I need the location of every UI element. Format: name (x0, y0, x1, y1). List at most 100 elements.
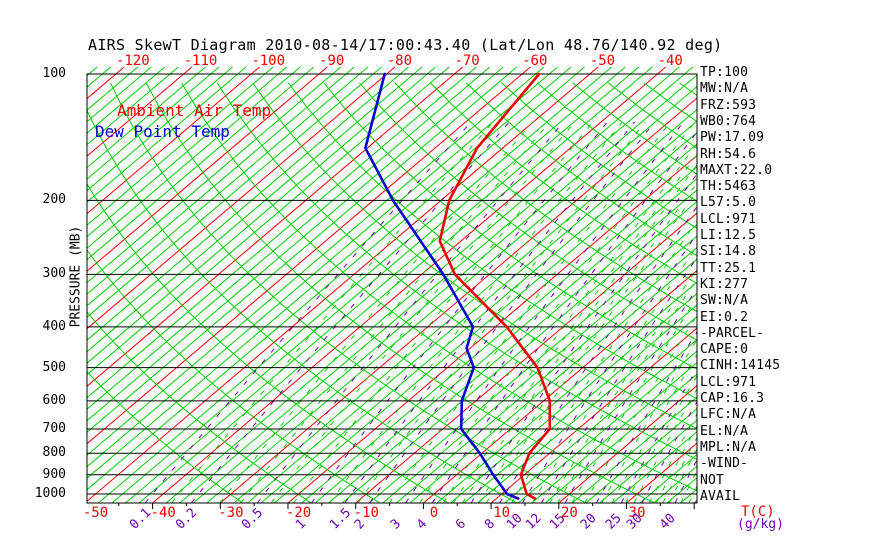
right-panel-item: RH:54.6 (700, 146, 757, 162)
right-panel-item: SW:N/A (700, 293, 749, 309)
isotherm-label-top: -120 (115, 53, 150, 69)
mixing-ratio-line-minor (171, 121, 494, 503)
mixing-ratio-line-major (344, 121, 635, 503)
dry-adiabat (359, 82, 697, 341)
isotherm-minor (87, 67, 369, 307)
mixing-ratio-line-minor (442, 143, 697, 503)
isotherm-minor (206, 85, 697, 503)
isotherm-major (423, 269, 697, 503)
isotherm-major (87, 67, 599, 502)
isotherm-minor (572, 396, 697, 503)
isotherm-label-top: -80 (386, 53, 413, 69)
isotherm-minor (87, 67, 247, 203)
isotherm-minor (87, 67, 436, 364)
isotherm-label-top: -40 (657, 53, 683, 69)
sounding-curves (364, 72, 552, 500)
right-panel-item: LI:12.5 (700, 228, 757, 243)
isotherm-major (87, 67, 193, 157)
mixing-unit-label: (g/kg) (737, 517, 784, 532)
dry-adiabat (181, 82, 697, 492)
mixing-ratio-line-major (521, 233, 697, 503)
isotherm-minor (111, 67, 626, 503)
isotherm-label-bottom: 30 (628, 505, 646, 521)
mixing-ratio-line-major (620, 367, 697, 503)
isotherm-major (219, 97, 697, 503)
isotherm-major (152, 67, 667, 503)
background-line-families (0, 67, 697, 503)
dry-adiabat (87, 370, 243, 503)
isotherm-label-bottom: 0 (429, 505, 439, 521)
mixing-ratio-line-minor (655, 424, 697, 503)
isotherm-minor (341, 200, 697, 503)
dry-adiabat (145, 82, 655, 503)
isotherm-minor (87, 67, 450, 376)
right-panel-item: EL:N/A (700, 423, 749, 439)
mixing-ratio-line-minor (611, 353, 697, 503)
isotherm-minor (599, 419, 697, 503)
isotherm-minor (87, 67, 491, 410)
isotherm-major (87, 67, 396, 330)
right-panel-item: SI:14.8 (700, 244, 757, 260)
isotherm-minor (87, 67, 206, 169)
right-panel-item: NOT (700, 472, 725, 488)
chart-title: AIRS SkewT Diagram 2010-08-14/17:00:43.4… (88, 36, 723, 54)
right-panel-item: TH:5463 (700, 179, 757, 195)
isotherm-minor (87, 67, 423, 353)
right-panel-item: -WIND- (700, 456, 749, 472)
isotherm-label-top: -50 (589, 53, 616, 69)
isotherm-major (87, 67, 531, 445)
isotherm-minor (504, 338, 697, 503)
right-panel-item: PW:17.09 (700, 130, 765, 146)
pressure-tick-label: 100 (42, 66, 66, 81)
mixing-ratio-line-major (540, 256, 697, 503)
mixing-ratio-line-minor (531, 245, 697, 503)
isotherm-minor (0, 67, 29, 503)
isotherm-minor (87, 67, 545, 456)
dry-adiabat (394, 82, 697, 313)
dry-adiabat (216, 82, 697, 461)
isotherm-minor (87, 67, 504, 422)
mixing-ratio-line-minor (419, 121, 696, 503)
isotherm-minor (409, 258, 697, 503)
right-panel-item: TT:25.1 (700, 260, 757, 276)
isotherm-minor (544, 373, 697, 503)
pressure-tick-label: 400 (42, 318, 66, 334)
mixing-ratio-line-major (144, 121, 472, 503)
mixing-ratio-line-major (405, 121, 684, 503)
isotherm-minor (0, 67, 70, 503)
isotherm-minor (585, 407, 697, 503)
dry-adiabat (87, 183, 449, 503)
dry-adiabat (430, 82, 697, 284)
pressure-tick-label: 1000 (34, 486, 66, 501)
isotherm-minor (87, 67, 409, 341)
right-panel-item: MW:N/A (700, 81, 749, 97)
isotherm-major (0, 67, 56, 503)
dry-adiabat (110, 82, 587, 503)
pressure-axis-title: PRESSURE (MB) (68, 225, 84, 328)
isotherm-major (87, 67, 328, 272)
right-panel-item: CAP:16.3 (700, 391, 765, 406)
isotherm-minor (87, 67, 558, 468)
isotherm-minor (87, 67, 477, 399)
right-panel-item: TP:100 (700, 65, 749, 80)
mixing-ratio-line-major (674, 458, 697, 503)
isotherm-minor (517, 350, 697, 503)
isotherm-label-bottom: -20 (285, 505, 312, 521)
isotherm-minor (87, 67, 274, 226)
right-panel-item: LCL:971 (700, 211, 757, 227)
mixing-ratio-line-minor (549, 267, 697, 503)
temp-unit-label: T(C) (741, 504, 775, 520)
isotherm-minor (87, 67, 301, 249)
mixing-ratio-line-minor (668, 447, 697, 503)
right-panel-item: LFC:N/A (700, 407, 757, 423)
isotherm-minor (0, 67, 43, 503)
dry-adiabat (87, 249, 381, 503)
isotherm-major (287, 154, 697, 503)
isotherm-minor (301, 166, 697, 503)
isotherm-minor (87, 67, 220, 180)
dry-adiabat (252, 82, 697, 430)
isotherm-minor (87, 67, 355, 295)
dry-adiabat (87, 109, 518, 503)
isotherm-minor (477, 315, 697, 503)
